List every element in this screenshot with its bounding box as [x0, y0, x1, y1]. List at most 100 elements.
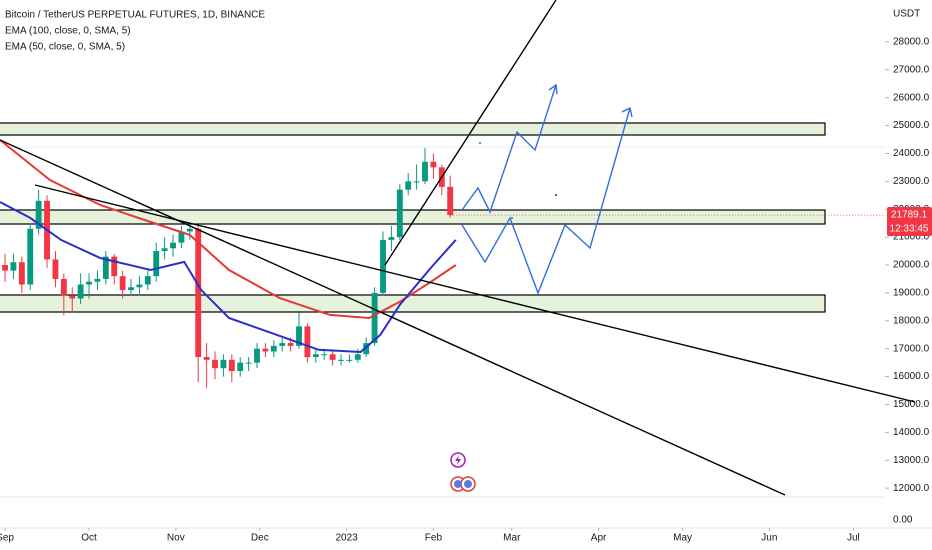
event-icon-glyph [455, 455, 461, 465]
candle-body [52, 259, 59, 279]
candle-body [388, 237, 395, 240]
candle-body [338, 359, 344, 361]
y-tick-label: 21000.0 [893, 232, 930, 243]
projection [461, 107, 631, 295]
candle-body [2, 265, 8, 271]
drawings [0, 0, 916, 496]
candle-body [237, 362, 244, 371]
x-tick-label: 2023 [335, 533, 358, 544]
x-tick-label: Apr [591, 533, 607, 544]
candle-body [136, 284, 143, 288]
candle-body [60, 278, 67, 296]
candle-body [186, 228, 193, 232]
candle-body [254, 348, 260, 363]
candle-body [102, 256, 109, 279]
projection [461, 84, 557, 214]
y-tick-label: 19000.0 [893, 288, 930, 299]
y-tick-label: 16000.0 [893, 371, 930, 382]
x-tick-label: Nov [167, 533, 185, 544]
y-tick-label: 24000.0 [893, 148, 930, 159]
candle-body [94, 278, 101, 282]
legend: Bitcoin / TetherUS PERPETUAL FUTURES, 1D… [5, 10, 265, 53]
dot [511, 217, 513, 219]
price-label-box [887, 207, 932, 236]
candle-body [287, 343, 294, 346]
y-tick-label: 26000.0 [893, 92, 930, 103]
plot [0, 139, 885, 388]
x-tick-label: Feb [425, 533, 443, 544]
y-tick-label: 17000.0 [893, 343, 930, 354]
candle-body [430, 161, 437, 168]
legend-entry: EMA (100, close, 0, SMA, 5) [5, 26, 131, 37]
candle-body [262, 348, 269, 352]
candle-body [270, 345, 277, 352]
x-tick-label: Oct [81, 533, 97, 544]
chart-title: Bitcoin / TetherUS PERPETUAL FUTURES, 1D… [5, 10, 265, 21]
x-tick-label: Dec [251, 533, 269, 544]
candle-body [35, 200, 42, 229]
legend-entry: EMA (50, close, 0, SMA, 5) [5, 42, 125, 53]
candle-body [380, 239, 386, 293]
trend-line [0, 139, 786, 496]
dot [479, 142, 481, 144]
candle-body [312, 354, 319, 358]
candle-body [354, 354, 361, 360]
y-unit: USDT [893, 9, 920, 20]
y-tick-label: 20000.0 [893, 260, 930, 271]
x-tick-label: Jul [847, 533, 860, 544]
zone [0, 294, 826, 313]
candle-body [220, 359, 227, 369]
flag-glyph [464, 480, 472, 488]
candle-body [18, 262, 25, 285]
candle-body [10, 262, 17, 271]
candle-body [363, 343, 370, 355]
candle-body [203, 357, 210, 360]
candle-body [27, 228, 34, 285]
candle-body [153, 251, 160, 277]
last-price: 21789.1 [891, 210, 928, 221]
arrow-head [548, 83, 558, 95]
candle-body [144, 276, 151, 285]
candle-body [195, 228, 202, 358]
candle-body [279, 343, 286, 346]
y-tick-label: 28000.0 [893, 36, 930, 47]
candle-body [69, 295, 76, 299]
candle-body [119, 276, 126, 291]
candle-body [86, 281, 92, 285]
candle-body [422, 161, 428, 182]
candle-body [304, 326, 311, 358]
candle-body [321, 354, 328, 356]
y-tick-label: 25000.0 [893, 120, 930, 131]
candle-body [346, 359, 353, 361]
candle-body [178, 231, 185, 243]
candle-body [212, 359, 218, 369]
candle-body [329, 354, 336, 360]
candle-body [111, 256, 118, 277]
y-tick-label: 15000.0 [893, 399, 930, 410]
trend-line [384, 0, 557, 266]
flag-glyph [454, 480, 462, 488]
candle-body [405, 181, 412, 190]
candle-body [245, 362, 252, 364]
x-tick-label: Jun [761, 533, 777, 544]
candle-body [228, 359, 235, 371]
candle-body [77, 284, 84, 299]
price-label: 21789.1 12:33:45 [887, 207, 932, 236]
dot [555, 194, 557, 196]
x-tick-label: Sep [0, 533, 14, 544]
y-tick-label: 23000.0 [893, 176, 930, 187]
arrow-head [621, 106, 633, 118]
candle-body [396, 189, 403, 238]
candle-body [371, 292, 378, 344]
candle-body [296, 326, 302, 346]
zone [0, 122, 826, 136]
ema-line [0, 201, 457, 354]
ema-line [0, 139, 457, 320]
trend-line [34, 184, 916, 403]
candle-body [128, 287, 134, 291]
y-tick-label: 13000.0 [893, 455, 930, 466]
x-tick-label: Mar [503, 533, 521, 544]
bottom-label: 0.00 [893, 515, 913, 526]
y-tick-label: 18000.0 [893, 315, 930, 326]
